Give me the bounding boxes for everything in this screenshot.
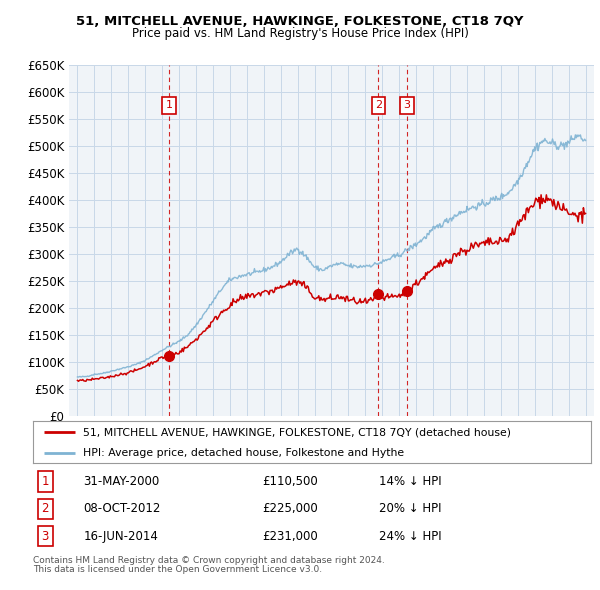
Text: 2: 2	[41, 502, 49, 516]
Text: £231,000: £231,000	[262, 530, 317, 543]
Text: 16-JUN-2014: 16-JUN-2014	[83, 530, 158, 543]
Text: 1: 1	[41, 475, 49, 488]
Text: 08-OCT-2012: 08-OCT-2012	[83, 502, 161, 516]
Text: Price paid vs. HM Land Registry's House Price Index (HPI): Price paid vs. HM Land Registry's House …	[131, 27, 469, 40]
Text: 3: 3	[41, 530, 49, 543]
Text: 3: 3	[404, 100, 410, 110]
Text: Contains HM Land Registry data © Crown copyright and database right 2024.: Contains HM Land Registry data © Crown c…	[33, 556, 385, 565]
Text: 1: 1	[166, 100, 173, 110]
Text: £110,500: £110,500	[262, 475, 317, 488]
Text: 20% ↓ HPI: 20% ↓ HPI	[379, 502, 442, 516]
Text: 51, MITCHELL AVENUE, HAWKINGE, FOLKESTONE, CT18 7QY: 51, MITCHELL AVENUE, HAWKINGE, FOLKESTON…	[76, 15, 524, 28]
Text: 31-MAY-2000: 31-MAY-2000	[83, 475, 160, 488]
Text: 14% ↓ HPI: 14% ↓ HPI	[379, 475, 442, 488]
Text: HPI: Average price, detached house, Folkestone and Hythe: HPI: Average price, detached house, Folk…	[83, 448, 404, 457]
Text: £225,000: £225,000	[262, 502, 317, 516]
Text: 2: 2	[375, 100, 382, 110]
Text: 24% ↓ HPI: 24% ↓ HPI	[379, 530, 442, 543]
Text: This data is licensed under the Open Government Licence v3.0.: This data is licensed under the Open Gov…	[33, 565, 322, 574]
Text: 51, MITCHELL AVENUE, HAWKINGE, FOLKESTONE, CT18 7QY (detached house): 51, MITCHELL AVENUE, HAWKINGE, FOLKESTON…	[83, 427, 511, 437]
